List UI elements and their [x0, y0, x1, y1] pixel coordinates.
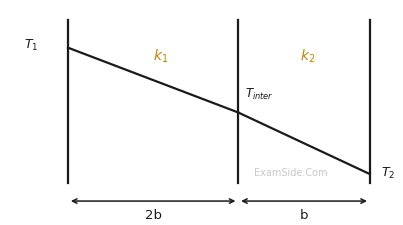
Text: 2b: 2b	[145, 209, 162, 222]
Text: $T_{inter}$: $T_{inter}$	[245, 87, 274, 102]
Text: $T_2$: $T_2$	[381, 165, 395, 180]
Text: $T_1$: $T_1$	[24, 38, 38, 53]
Text: $k_2$: $k_2$	[300, 48, 316, 65]
Text: b: b	[300, 209, 308, 222]
Text: $k_1$: $k_1$	[153, 48, 168, 65]
Text: ExamSide.Com: ExamSide.Com	[254, 168, 327, 178]
